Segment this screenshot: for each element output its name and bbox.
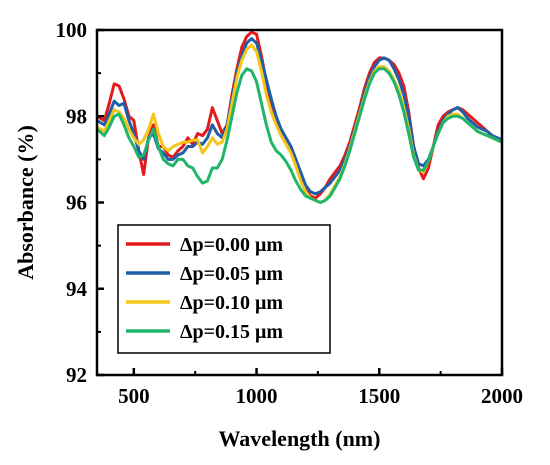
x-tick-label: 1000 bbox=[236, 384, 278, 408]
series-line-2 bbox=[97, 37, 502, 196]
y-tick-label: 98 bbox=[66, 104, 87, 128]
x-axis-title: Wavelength (nm) bbox=[219, 426, 381, 451]
ticks-layer bbox=[97, 28, 504, 377]
x-tick-label: 500 bbox=[118, 384, 150, 408]
legend: Δp=0.00 μm Δp=0.05 μm Δp=0.10 μm Δp=0.15 μm bbox=[117, 224, 331, 354]
tick-labels-layer: 500 1000 1500 2000 92 94 96 98 100 bbox=[56, 18, 524, 408]
y-tick-label: 92 bbox=[66, 363, 87, 387]
y-tick-label: 100 bbox=[56, 18, 88, 42]
y-tick-label: 94 bbox=[66, 277, 88, 301]
series-layer bbox=[97, 30, 502, 204]
legend-label-3: Δp=0.10 μm bbox=[180, 292, 283, 314]
legend-label-4: Δp=0.15 μm bbox=[180, 321, 283, 343]
y-axis-title: Absorbance (%) bbox=[13, 125, 38, 280]
series-line-4 bbox=[97, 67, 502, 204]
legend-label-2: Δp=0.05 μm bbox=[180, 263, 283, 285]
x-tick-label: 2000 bbox=[481, 384, 523, 408]
legend-label-1: Δp=0.00 μm bbox=[180, 234, 283, 256]
y-tick-label: 96 bbox=[66, 191, 87, 215]
x-tick-label: 1500 bbox=[358, 384, 400, 408]
